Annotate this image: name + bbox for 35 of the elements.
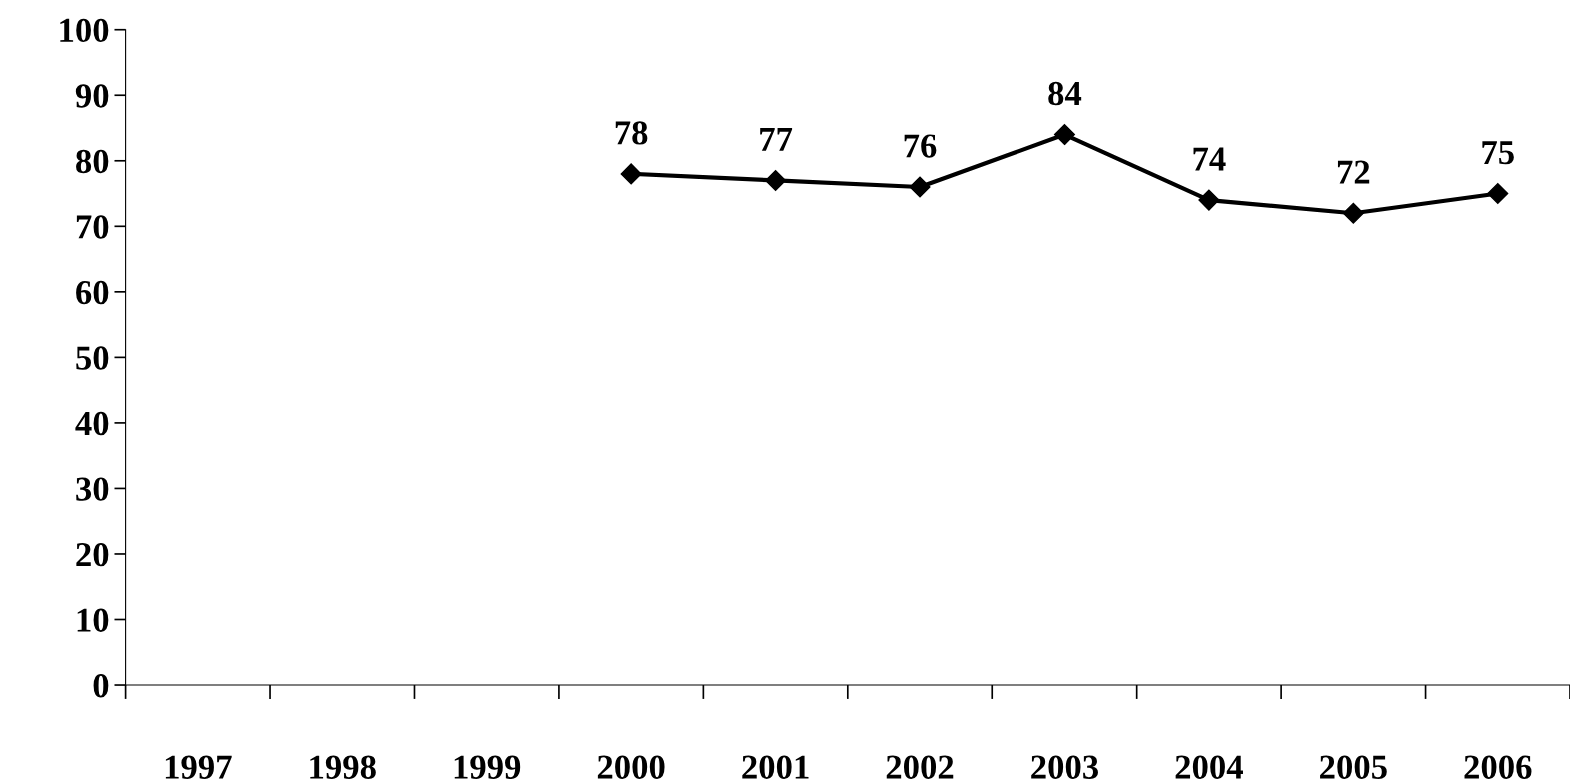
data-label: 72 (1337, 160, 1370, 184)
x-tick-label: 2006 (1464, 755, 1532, 779)
data-label: 78 (615, 121, 648, 145)
point (1487, 183, 1509, 205)
y-tick-label: 10 (77, 608, 109, 632)
point (620, 163, 642, 185)
y-tick-label: 70 (76, 215, 109, 239)
y-tick-label: 20 (76, 542, 109, 567)
x-tick-label: 2003 (1031, 755, 1098, 779)
point (1198, 189, 1220, 211)
x-tick-label: 2000 (597, 755, 665, 779)
y-tick-label: 50 (76, 346, 109, 370)
x-tick-label: 2001 (742, 755, 809, 779)
data-label: 77 (760, 128, 793, 151)
y-tick-label: 80 (76, 149, 109, 174)
point (765, 169, 787, 191)
data-label: 75 (1482, 141, 1514, 165)
data-label: 74 (1193, 147, 1226, 171)
y-tick-label: 30 (76, 477, 109, 501)
y-tick-label: 0 (93, 673, 109, 698)
x-tick-label: 2005 (1320, 755, 1387, 779)
x-tick-label: 1997 (165, 755, 232, 779)
x-tick-label: 1998 (310, 755, 376, 779)
point (909, 176, 931, 198)
y-tick-label: 100 (60, 18, 109, 43)
y-tick-label: 90 (75, 84, 109, 108)
x-tick-label: 1999 (454, 755, 521, 779)
data-label: 76 (904, 134, 937, 158)
y-tick-label: 40 (75, 411, 109, 436)
point (1342, 202, 1364, 224)
y-tick-label: 60 (76, 280, 109, 305)
x-tick-label: 2002 (886, 755, 954, 779)
x-tick-label: 2004 (1175, 755, 1243, 779)
data-label: 84 (1048, 81, 1082, 106)
point (1053, 124, 1075, 146)
